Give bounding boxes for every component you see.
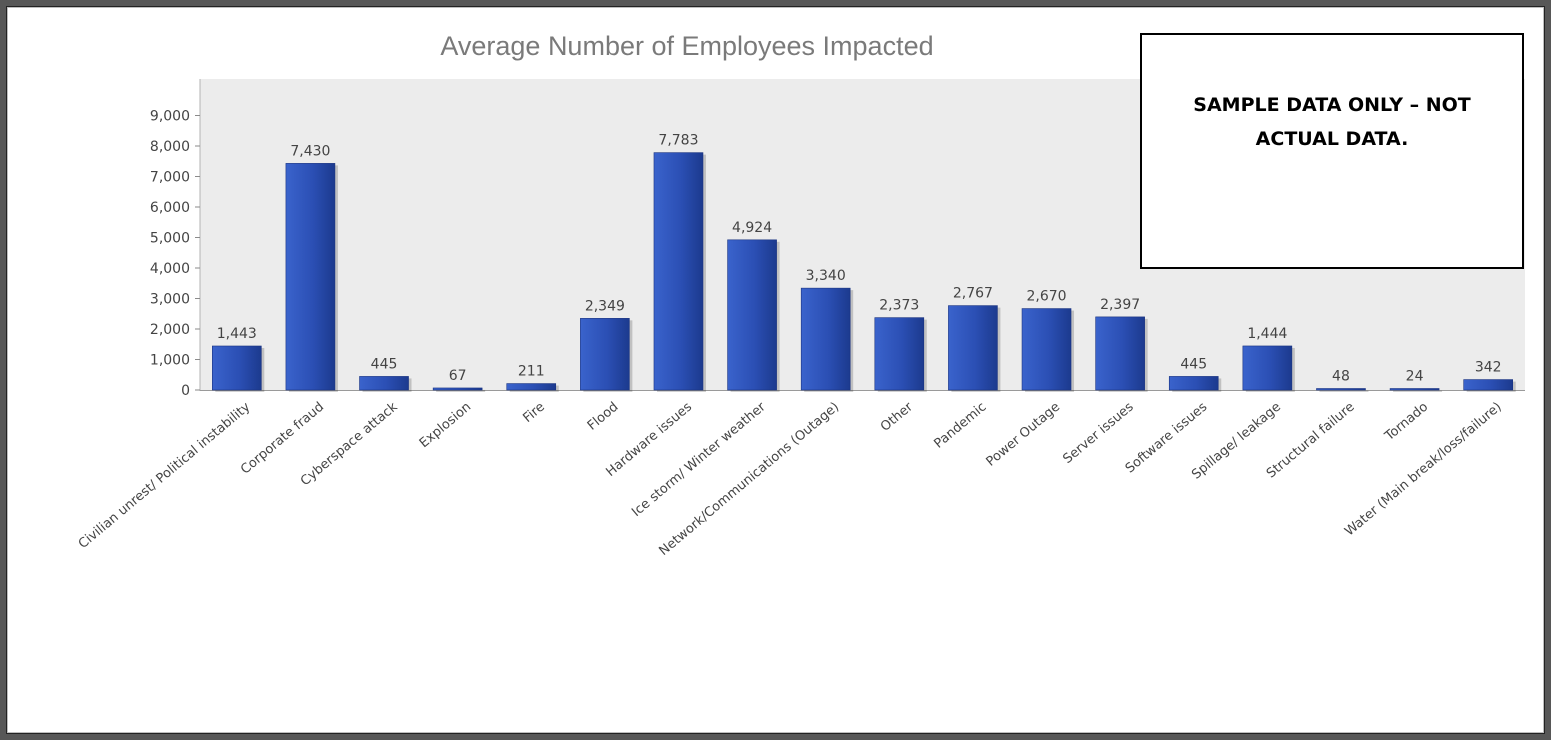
bar	[1242, 345, 1293, 391]
bar	[432, 387, 483, 391]
bar	[285, 163, 336, 391]
y-tick-label: 0	[181, 383, 190, 399]
bar	[1095, 316, 1145, 391]
sample-data-notice-text: SAMPLE DATA ONLY – NOT ACTUAL DATA.	[1193, 94, 1471, 150]
bar-value-label: 211	[518, 364, 545, 380]
bar	[580, 318, 630, 391]
bar	[874, 317, 925, 391]
bar	[727, 239, 777, 391]
bar-shadow	[436, 389, 486, 392]
x-category-label: Water (Main break/loss/failure)	[1342, 400, 1505, 540]
x-category-label: Pandemic	[931, 400, 989, 452]
bar-value-label: 1,443	[217, 326, 257, 342]
y-tick-label: 8,000	[150, 139, 190, 155]
bar-value-label: 2,397	[1100, 297, 1140, 313]
bar-value-label: 342	[1475, 360, 1502, 376]
y-tick-label: 3,000	[150, 292, 190, 308]
sample-data-notice: SAMPLE DATA ONLY – NOT ACTUAL DATA.	[1140, 33, 1524, 269]
bar-shadow	[1319, 390, 1369, 392]
bar-value-label: 2,349	[585, 298, 625, 314]
chart-title: Average Number of Employees Impacted	[440, 31, 934, 61]
bar-value-label: 3,340	[806, 268, 846, 284]
bar-value-label: 1,444	[1247, 326, 1287, 342]
y-tick-label: 6,000	[150, 200, 190, 216]
bar-value-label: 4,924	[732, 220, 772, 236]
y-tick-label: 7,000	[150, 170, 190, 186]
y-tick-label: 9,000	[150, 109, 190, 125]
x-category-label: Power Outage	[984, 400, 1064, 470]
bar-value-label: 67	[449, 368, 467, 384]
x-category-label: Server issues	[1060, 399, 1136, 467]
bar	[359, 376, 409, 391]
x-category-label: Fire	[520, 400, 547, 426]
bar	[212, 345, 262, 391]
x-category-label: Civilian unrest/ Political instability	[76, 399, 254, 552]
bar	[800, 287, 851, 391]
bar	[1316, 388, 1366, 391]
bar	[1389, 388, 1440, 391]
bar-value-label: 48	[1332, 369, 1350, 385]
bar-value-label: 24	[1406, 369, 1424, 385]
bar-value-label: 445	[371, 356, 398, 372]
bar-value-label: 2,767	[953, 286, 993, 302]
bar	[653, 152, 704, 391]
bar	[1463, 379, 1513, 391]
bar	[1168, 376, 1219, 391]
x-category-label: Explosion	[417, 400, 474, 452]
bar-value-label: 2,670	[1026, 289, 1066, 305]
bar-value-label: 7,430	[290, 143, 330, 159]
bar-shadow	[1393, 390, 1443, 392]
bar-value-label: 7,783	[658, 133, 698, 149]
x-category-label: Ice storm/ Winter weather	[629, 399, 769, 520]
x-category-label: Other	[878, 399, 916, 435]
y-tick-label: 5,000	[150, 231, 190, 247]
bar	[1021, 308, 1072, 391]
x-category-label: Flood	[585, 400, 622, 434]
y-tick-label: 1,000	[150, 353, 190, 369]
bar	[948, 305, 998, 391]
y-tick-label: 4,000	[150, 261, 190, 277]
chart-panel: Average Number of Employees Impacted 0 1,…	[6, 6, 1545, 734]
x-category-label: Tornado	[1382, 400, 1432, 445]
bar-value-label: 2,373	[879, 298, 919, 314]
y-tick-label: 2,000	[150, 322, 190, 338]
bar-value-label: 445	[1180, 356, 1207, 372]
bar	[506, 383, 557, 391]
